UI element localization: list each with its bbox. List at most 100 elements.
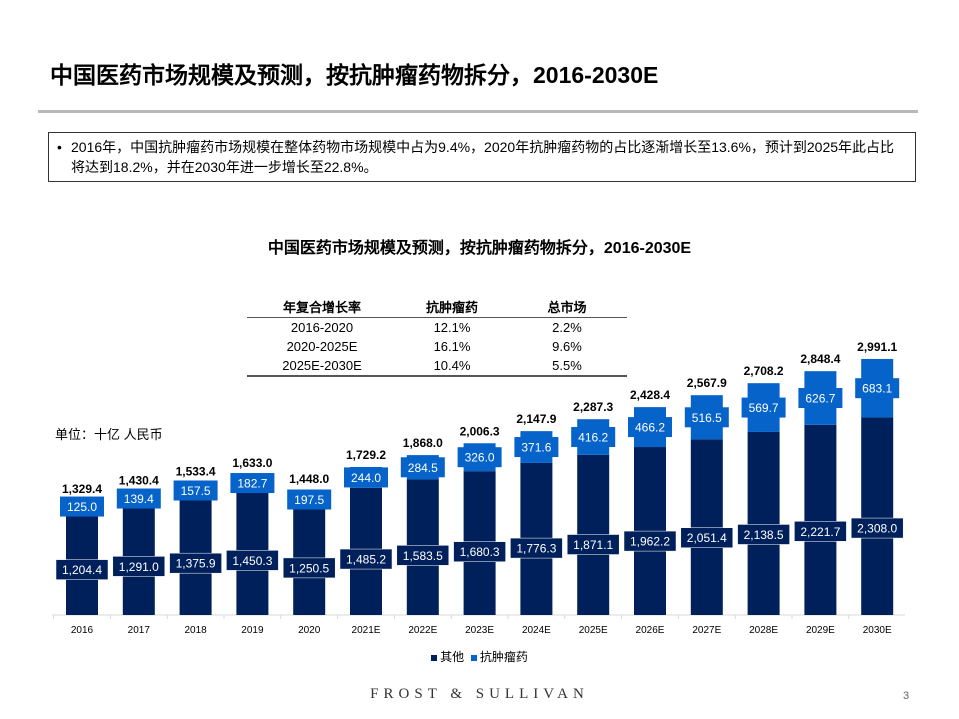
data-label-other: 1,871.1: [573, 538, 613, 552]
label-box-other: [55, 559, 109, 580]
data-label-other: 1,583.5: [403, 549, 443, 563]
label-box-oncology: [287, 489, 332, 510]
data-label-other: 1,680.3: [460, 545, 500, 559]
label-box-other: [737, 524, 790, 545]
label-box-other: [623, 530, 677, 552]
cagr-cell: 2016-2020: [290, 320, 354, 335]
label-box-oncology: [628, 417, 672, 438]
data-label-total: 1,329.4: [62, 482, 102, 496]
x-tick-label: 2027E: [692, 625, 721, 636]
data-label-total: 2,991.1: [857, 340, 897, 354]
data-label-total: 2,006.3: [460, 424, 500, 438]
data-label-oncology: 125.0: [67, 500, 97, 514]
legend-label-other: 其他: [440, 650, 465, 664]
label-box-other: [794, 521, 847, 542]
data-label-oncology: 626.7: [805, 391, 835, 405]
data-label-other: 1,962.2: [630, 535, 670, 549]
page-number: 3: [903, 690, 910, 702]
x-tick-label: 2024E: [522, 625, 551, 636]
data-label-total: 1,729.2: [346, 448, 386, 462]
data-label-other: 1,291.0: [119, 560, 159, 574]
label-box-other: [112, 556, 166, 577]
table-row: 2016-2020 12.1% 2.2%: [247, 318, 627, 338]
data-label-total: 1,533.4: [176, 465, 216, 479]
label-box-oncology: [230, 473, 275, 494]
label-box-oncology: [60, 496, 104, 517]
data-label-oncology: 371.6: [521, 441, 551, 455]
label-box-other: [339, 548, 393, 570]
data-label-oncology: 683.1: [862, 382, 892, 396]
data-label-total: 1,633.0: [232, 456, 272, 470]
data-label-other: 1,485.2: [346, 553, 386, 567]
x-tick-label: 2018: [184, 625, 207, 636]
data-label-total: 2,428.4: [630, 388, 670, 402]
cagr-cell: 10.4%: [397, 356, 507, 377]
cagr-table: 年复合增长率 抗肿瘤药 总市场 2016-2020 12.1% 2.2% 202…: [247, 296, 627, 377]
data-label-oncology: 157.5: [181, 484, 211, 498]
x-tick-label: 2016: [71, 625, 94, 636]
data-label-other: 1,450.3: [232, 554, 272, 568]
data-label-other: 1,250.5: [289, 561, 329, 575]
label-box-oncology: [116, 488, 161, 509]
x-tick-label: 2023E: [465, 625, 494, 636]
data-label-oncology: 197.5: [294, 493, 324, 507]
data-label-total: 1,430.4: [119, 474, 159, 488]
x-tick-label: 2028E: [749, 625, 778, 636]
label-box-other: [566, 534, 620, 555]
unit-label: 单位：十亿 人民币: [55, 427, 163, 442]
label-box-other: [453, 541, 506, 562]
label-box-oncology: [798, 387, 843, 408]
x-tick-label: 2025E: [579, 625, 608, 636]
data-label-oncology: 516.5: [692, 411, 722, 425]
label-box-oncology: [457, 447, 502, 468]
frost-sullivan-logo: FROST & SULLIVAN: [370, 686, 589, 702]
legend-label-oncology: 抗肿瘤药: [479, 650, 528, 664]
label-box-oncology: [571, 427, 616, 448]
data-label-total: 1,448.0: [289, 472, 329, 486]
label-box-oncology: [173, 480, 218, 501]
bar-other: [804, 424, 837, 615]
data-label-total: 2,848.4: [800, 352, 840, 366]
data-label-oncology: 244.0: [351, 471, 381, 485]
x-tick-label: 2029E: [806, 625, 835, 636]
label-box-other: [169, 552, 222, 574]
data-label-total: 2,147.9: [516, 412, 556, 426]
x-tick-label: 2030E: [863, 625, 892, 636]
x-tick-label: 2020: [298, 625, 321, 636]
data-label-total: 2,708.2: [744, 364, 784, 378]
cagr-cell: 2025E-2030E: [247, 356, 397, 377]
label-box-other: [396, 545, 450, 566]
cagr-cell: 9.6%: [552, 339, 582, 354]
cagr-header: 年复合增长率: [247, 296, 397, 318]
x-tick-label: 2021E: [352, 625, 381, 636]
data-label-oncology: 416.2: [578, 431, 608, 445]
x-tick-label: 2022E: [408, 625, 437, 636]
data-label-total: 1,868.0: [403, 436, 443, 450]
label-box-other: [510, 537, 563, 559]
label-box-oncology: [400, 457, 445, 478]
data-label-other: 2,051.4: [687, 531, 727, 545]
cagr-header: 总市场: [507, 296, 627, 318]
legend-swatch-oncology: [470, 654, 477, 661]
data-label-oncology: 326.0: [465, 451, 495, 465]
summary-note: 2016年，中国抗肿瘤药市场规模在整体药物市场规模中占为9.4%，2020年抗肿…: [48, 132, 916, 182]
table-row: 2020-2025E 16.1% 9.6%: [247, 337, 627, 356]
bar-other: [861, 417, 894, 615]
label-box-other: [680, 527, 734, 548]
title-divider: [38, 110, 918, 113]
legend: 其他 抗肿瘤药: [0, 648, 959, 665]
x-tick-label: 2026E: [636, 625, 665, 636]
page-title: 中国医药市场规模及预测，按抗肿瘤药物拆分，2016-2030E: [50, 62, 659, 88]
x-tick-label: 2017: [128, 625, 151, 636]
data-label-other: 1,776.3: [516, 542, 556, 556]
data-label-oncology: 139.4: [124, 492, 154, 506]
label-box-other: [282, 557, 336, 579]
bar-other: [747, 431, 780, 615]
label-box-oncology: [514, 437, 559, 458]
data-label-other: 1,375.9: [176, 557, 216, 571]
table-row: 2025E-2030E 10.4% 5.5%: [247, 356, 627, 377]
label-box-other: [226, 550, 279, 571]
label-box-oncology: [855, 378, 900, 399]
